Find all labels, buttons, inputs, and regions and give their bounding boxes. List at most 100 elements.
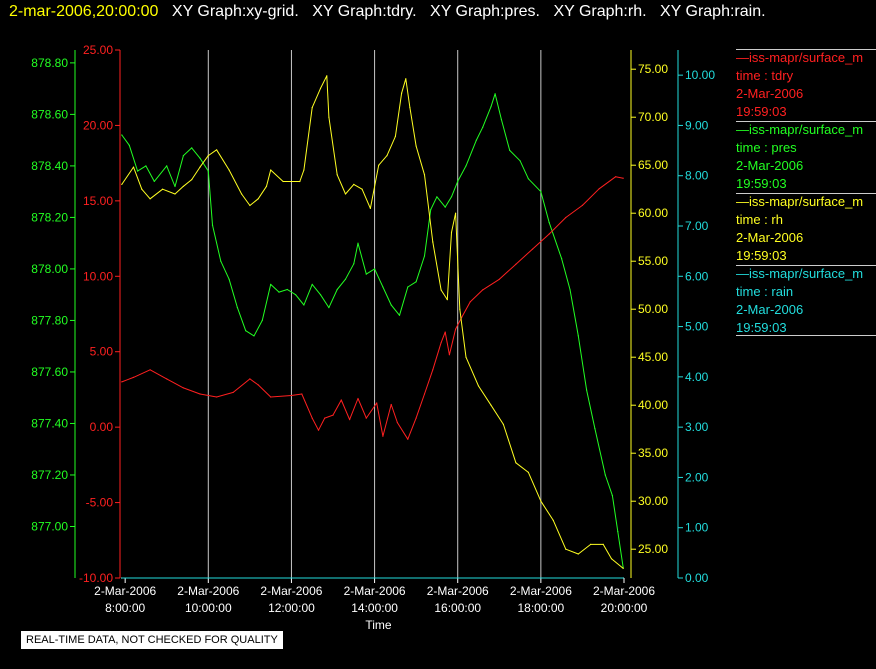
data-point-pres xyxy=(303,304,305,306)
rh-tick-label: 75.00 xyxy=(638,62,668,76)
x-tick-label-date: 2-Mar-2006 xyxy=(94,584,156,598)
rh-tick-label: 25.00 xyxy=(638,542,668,556)
data-point-tdry xyxy=(166,378,168,380)
legend-label: time : rain xyxy=(736,284,794,299)
tdry-tick-label: 0.00 xyxy=(90,420,114,434)
data-point-rh xyxy=(344,193,347,195)
pres-tick-label: 877.60 xyxy=(31,365,68,379)
data-point-pres xyxy=(295,294,297,296)
data-point-rh xyxy=(326,75,328,77)
data-point-pres xyxy=(540,191,542,193)
data-point-tdry xyxy=(290,394,292,397)
data-point-rh xyxy=(228,169,230,171)
data-point-tdry xyxy=(432,369,434,371)
data-point-tdry xyxy=(365,417,367,419)
data-point-rh xyxy=(465,356,467,358)
x-tick-label-date: 2-Mar-2006 xyxy=(593,584,655,598)
x-tick-label-date: 2-Mar-2006 xyxy=(510,584,572,598)
data-point-pres xyxy=(278,291,280,293)
data-point-tdry xyxy=(440,342,442,344)
data-point-rh xyxy=(241,193,243,195)
data-point-tdry xyxy=(448,354,450,356)
data-point-rh xyxy=(141,188,143,190)
rain-tick-label: 4.00 xyxy=(685,370,709,384)
data-point-pres xyxy=(336,288,338,291)
data-point-tdry xyxy=(257,384,259,386)
x-tick-label-time: 14:00:00 xyxy=(351,601,398,615)
data-point-pres xyxy=(548,222,550,224)
data-point-pres xyxy=(137,170,139,172)
data-point-rh xyxy=(191,179,193,181)
data-point-tdry xyxy=(396,422,398,424)
data-point-pres xyxy=(444,206,446,208)
data-point-pres xyxy=(415,281,417,283)
legend-separator xyxy=(736,265,876,266)
data-point-tdry xyxy=(232,391,234,393)
data-point-rh xyxy=(207,155,209,157)
data-point-rain xyxy=(622,577,624,579)
data-point-rh xyxy=(622,567,624,570)
data-point-pres xyxy=(617,531,619,533)
data-point-pres xyxy=(328,307,330,309)
rh-tick-label: 30.00 xyxy=(638,494,668,508)
data-point-rh xyxy=(590,543,592,546)
data-point-pres xyxy=(586,389,588,391)
data-point-pres xyxy=(236,307,238,309)
tdry-tick-label: 15.00 xyxy=(83,194,113,208)
data-point-rh xyxy=(432,241,434,243)
data-point-rh xyxy=(502,423,504,425)
data-point-rh xyxy=(459,308,461,310)
x-tick-label-time: 10:00:00 xyxy=(185,601,232,615)
data-point-pres xyxy=(423,255,426,257)
data-point-tdry xyxy=(469,301,471,303)
pres-tick-label: 878.40 xyxy=(31,159,68,173)
x-tick-label-date: 2-Mar-2006 xyxy=(344,584,406,598)
data-point-pres xyxy=(494,93,496,95)
data-point-pres xyxy=(519,160,521,162)
data-point-rh xyxy=(319,87,322,89)
data-point-rh xyxy=(174,193,176,195)
data-point-rh xyxy=(353,183,355,185)
data-point-rh xyxy=(565,548,567,550)
data-point-rh xyxy=(328,116,330,118)
pres-tick-label: 877.00 xyxy=(31,519,68,533)
data-point-rh xyxy=(336,174,338,176)
x-tick-label-time: 20:00:00 xyxy=(601,601,648,615)
data-point-rh xyxy=(450,231,453,233)
legend-entry: —iss-mapr/surface_m time : tdry 2-Mar-2006… xyxy=(736,49,876,121)
data-point-pres xyxy=(365,273,367,275)
data-point-rh xyxy=(515,462,517,464)
x-tick-label-date: 2-Mar-2006 xyxy=(177,584,239,598)
data-point-pres xyxy=(382,286,384,288)
data-point-pres xyxy=(145,165,147,167)
data-point-rh xyxy=(378,164,380,166)
data-point-pres xyxy=(569,288,571,291)
tdry-tick-label: 5.00 xyxy=(90,345,114,359)
pres-tick-label: 877.80 xyxy=(31,313,68,327)
data-point-rh xyxy=(149,198,151,200)
data-point-rh xyxy=(265,185,268,187)
data-point-pres xyxy=(482,126,484,128)
legend-separator xyxy=(736,121,876,122)
rh-tick-label: 65.00 xyxy=(638,158,668,172)
data-point-pres xyxy=(311,283,313,285)
data-point-rh xyxy=(415,145,417,147)
legend-name: —iss-mapr/surface_m xyxy=(736,50,864,65)
rain-tick-label: 0.00 xyxy=(685,571,709,585)
data-point-tdry xyxy=(317,429,320,431)
data-point-rh xyxy=(552,519,554,522)
data-point-tdry xyxy=(332,414,334,416)
data-point-rh xyxy=(394,135,396,137)
data-point-rh xyxy=(409,107,411,109)
data-point-pres xyxy=(611,495,614,497)
x-tick-label-time: 12:00:00 xyxy=(268,601,315,615)
data-point-pres xyxy=(199,157,201,159)
legend-label: time : rh xyxy=(736,212,783,227)
x-tick-label-time: 16:00:00 xyxy=(434,601,481,615)
x-tick-label-time: 8:00:00 xyxy=(105,601,145,615)
data-point-pres xyxy=(207,170,209,172)
legend-date: 2-Mar-2006 xyxy=(736,302,804,317)
title-pres: XY Graph:pres. xyxy=(430,3,540,20)
data-point-pres xyxy=(374,268,376,270)
